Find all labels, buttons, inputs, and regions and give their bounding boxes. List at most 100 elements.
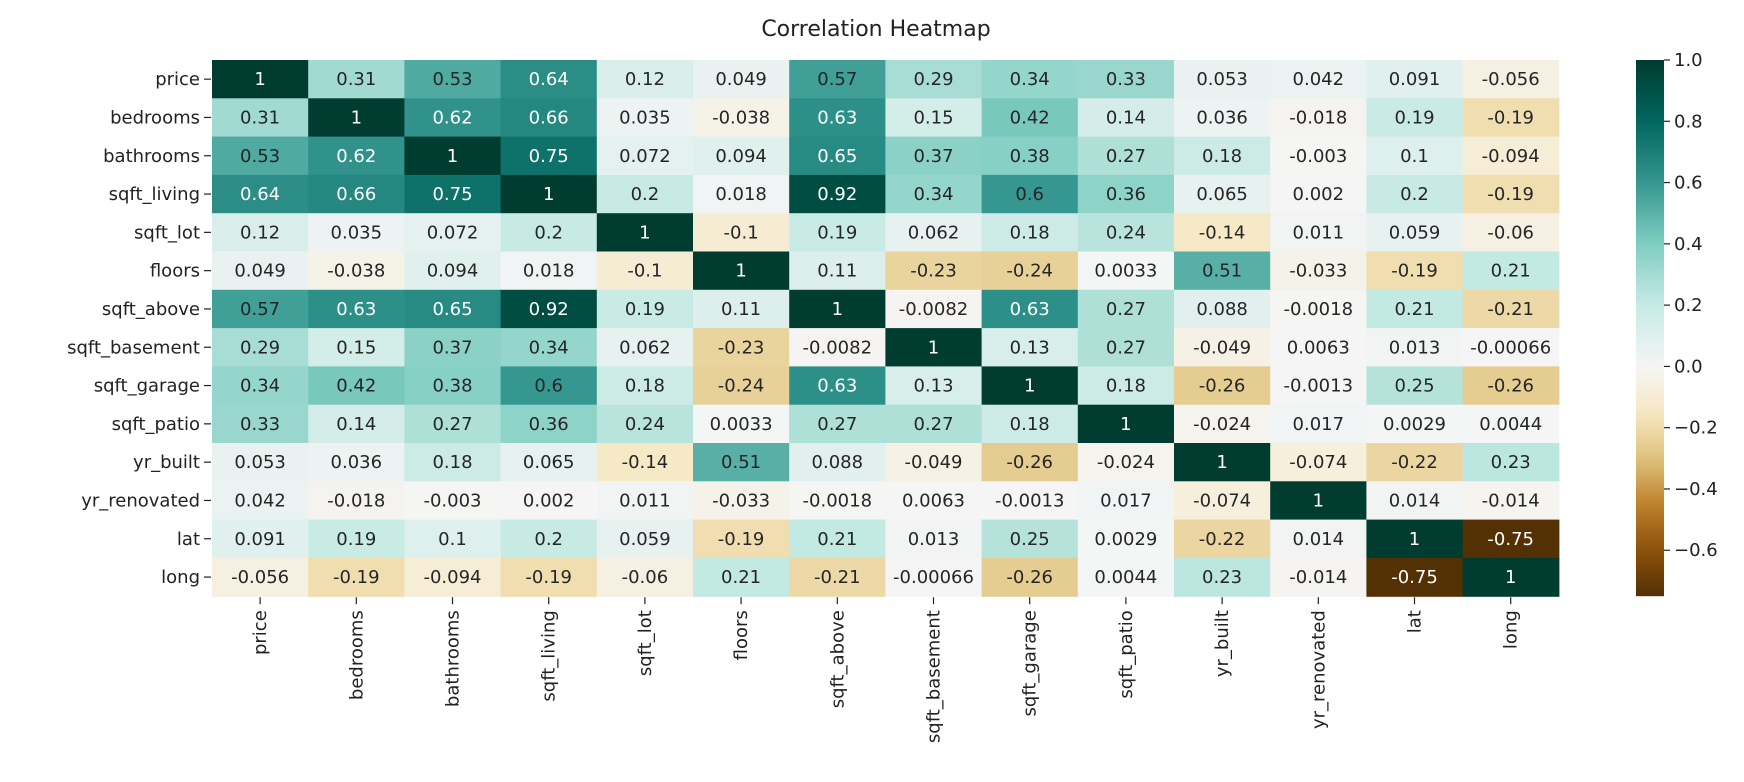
heatmap-cell [981,136,1079,176]
heatmap-cell [404,366,502,406]
cell-value-label: 0.035 [619,107,671,128]
heatmap-cell [212,328,309,367]
heatmap-cell [1270,404,1367,444]
cell-value-label: 0.018 [523,261,575,282]
heatmap-cell [1366,213,1464,253]
heatmap-cell [212,366,309,406]
cell-value-label: 0.75 [432,184,472,205]
heatmap-cell [885,481,983,521]
cell-value-label: 0.18 [1010,414,1050,435]
heatmap-cell [212,481,309,521]
heatmap-cell [1077,251,1175,291]
cell-value-label: -0.26 [1487,376,1534,397]
heatmap-cell [404,289,502,329]
cell-value-label: 0.094 [427,261,479,282]
heatmap-cell [500,213,598,253]
cell-value-label: 0.51 [1202,261,1242,282]
heatmap-cell [500,481,598,521]
cell-value-label: 0.0063 [1287,337,1350,358]
heatmap-cell [693,60,790,99]
colorbar-gradient [1636,60,1664,597]
heatmap-cell [1366,98,1464,138]
heatmap-cell [1366,443,1464,482]
cell-value-label: 0.002 [1293,184,1345,205]
cell-value-label: 0.6 [1015,184,1044,205]
column-tick-label: sqft_basement [924,610,945,743]
cell-value-label: -0.1 [627,261,662,282]
cell-value-label: -0.018 [327,490,385,511]
cell-value-label: 0.29 [240,337,280,358]
heatmap-cell [1077,213,1175,253]
cell-value-label: -0.21 [1487,299,1534,320]
cell-value-label: -0.24 [1006,261,1053,282]
heatmap-cell [1174,404,1271,444]
cell-value-label: 0.92 [817,184,857,205]
heatmap-cell [1174,557,1271,597]
heatmap-cell [885,519,983,559]
heatmap-cell [404,404,502,444]
heatmap-cell [693,174,790,214]
cell-value-label: 0.75 [529,146,569,167]
cell-value-label: -0.26 [1006,452,1053,473]
heatmap-cell [789,60,886,99]
cell-value-label: -0.23 [910,261,957,282]
heatmap-cell [500,251,598,291]
cell-value-label: 0.66 [336,184,376,205]
heatmap-cell [212,519,309,559]
cell-value-label: 0.34 [1010,69,1050,90]
heatmap-cell [981,174,1079,214]
cell-value-label: 0.002 [523,490,575,511]
cell-value-label: -0.0013 [1284,376,1353,397]
cell-value-label: -0.014 [1289,567,1347,588]
heatmap-cell [308,60,405,99]
cell-value-label: -0.24 [718,376,765,397]
heatmap-cell [1366,481,1464,521]
cell-value-label: 0.62 [432,107,472,128]
cell-value-label: 0.38 [432,376,472,397]
heatmap-cell [308,443,405,482]
row-tick-labels: price bedrooms bathrooms sqft_living sqft_lo… [67,69,211,588]
heatmap-cell [1270,366,1367,406]
heatmap-cells: 1 0.31 0.53 0.64 0.12 0.049 0.57 0.29 0.34 0.33 0.… [212,60,1560,597]
heatmap-cell [596,213,694,253]
cell-value-label: 0.63 [1010,299,1050,320]
heatmap-cell [1462,251,1560,291]
cell-value-label: 0.63 [336,299,376,320]
cell-value-label: 0.27 [913,414,953,435]
heatmap-cell [693,366,790,406]
heatmap-cell [1462,404,1560,444]
cell-value-label: 0.15 [913,107,953,128]
heatmap-cell [885,213,983,253]
cell-value-label: 0.062 [619,337,671,358]
cell-value-label: 0.25 [1394,376,1434,397]
heatmap-cell [1366,404,1464,444]
cell-value-label: 0.036 [1196,107,1248,128]
heatmap-cell [1077,174,1175,214]
cell-value-label: 0.091 [1389,69,1441,90]
cell-value-label: 0.065 [523,452,575,473]
cell-value-label: 0.37 [913,146,953,167]
heatmap-cell [1174,481,1271,521]
heatmap-cell [212,404,309,444]
heatmap-cell [404,60,502,99]
cell-value-label: 0.13 [913,376,953,397]
cell-value-label: 0.059 [1389,222,1441,243]
cell-value-label: -0.024 [1097,452,1155,473]
cell-value-label: 0.042 [1293,69,1345,90]
heatmap-cell [1462,519,1560,559]
heatmap-cell [596,60,694,99]
heatmap-cell [596,557,694,597]
heatmap-cell [981,289,1079,329]
heatmap-cell [308,366,405,406]
heatmap-cell [885,289,983,329]
cell-value-label: 0.25 [1010,529,1050,550]
heatmap-cell [693,443,790,482]
cell-value-label: 0.34 [240,376,280,397]
cell-value-label: -0.074 [1193,490,1251,511]
heatmap-cell [596,251,694,291]
heatmap-cell [789,174,886,214]
heatmap-cell [885,136,983,176]
heatmap-cell [981,366,1079,406]
cell-value-label: -0.018 [1289,107,1347,128]
cell-value-label: 0.19 [817,222,857,243]
